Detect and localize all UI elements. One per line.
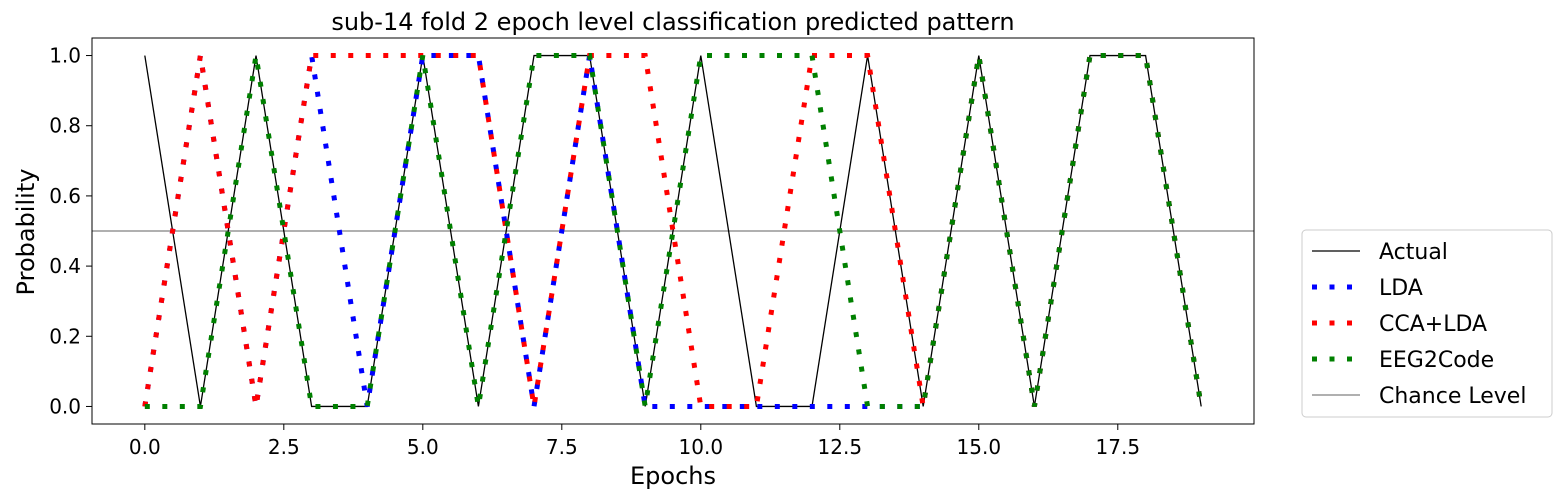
series-line-lda (142, 53, 1204, 409)
x-tick-label: 7.5 (546, 435, 578, 459)
x-axis-label: Epochs (630, 462, 716, 490)
x-tick-label: 0.0 (129, 435, 161, 459)
legend-label-actual: Actual (1379, 240, 1448, 265)
plot-area (92, 53, 1254, 409)
legend-label-lda: LDA (1379, 276, 1423, 301)
x-tick-label: 10.0 (679, 435, 724, 459)
y-tick-label: 0.0 (49, 394, 81, 418)
y-tick-label: 0.2 (49, 324, 81, 348)
x-tick-label: 5.0 (407, 435, 439, 459)
legend-label-chance-level: Chance Level (1379, 384, 1526, 409)
x-tick-label: 17.5 (1096, 435, 1141, 459)
chart-title: sub-14 fold 2 epoch level classification… (331, 8, 1014, 36)
legend-label-cca-lda: CCA+LDA (1379, 312, 1487, 337)
y-axis-label: Probability (12, 169, 40, 296)
plot-frame (91, 37, 1255, 425)
y-tick-label: 0.8 (49, 114, 81, 138)
y-tick-label: 0.4 (49, 254, 81, 278)
y-tick-label: 1.0 (49, 44, 81, 68)
y-axis: 0.0 0.2 0.4 0.6 0.8 1.0 (49, 44, 92, 418)
x-tick-label: 2.5 (268, 435, 300, 459)
series-line-actual (144, 54, 1202, 408)
legend-label-eeg2code: EEG2Code (1379, 348, 1494, 373)
x-tick-label: 12.5 (818, 435, 863, 459)
y-tick-label: 0.6 (49, 184, 81, 208)
x-axis: 0.0 2.5 5.0 7.5 10.0 12.5 15.0 17.5 (129, 424, 1140, 459)
legend: Actual LDA CCA+LDA EEG2Code Chance Level (1301, 229, 1553, 418)
legend-box (1301, 229, 1553, 418)
x-tick-label: 15.0 (957, 435, 1002, 459)
